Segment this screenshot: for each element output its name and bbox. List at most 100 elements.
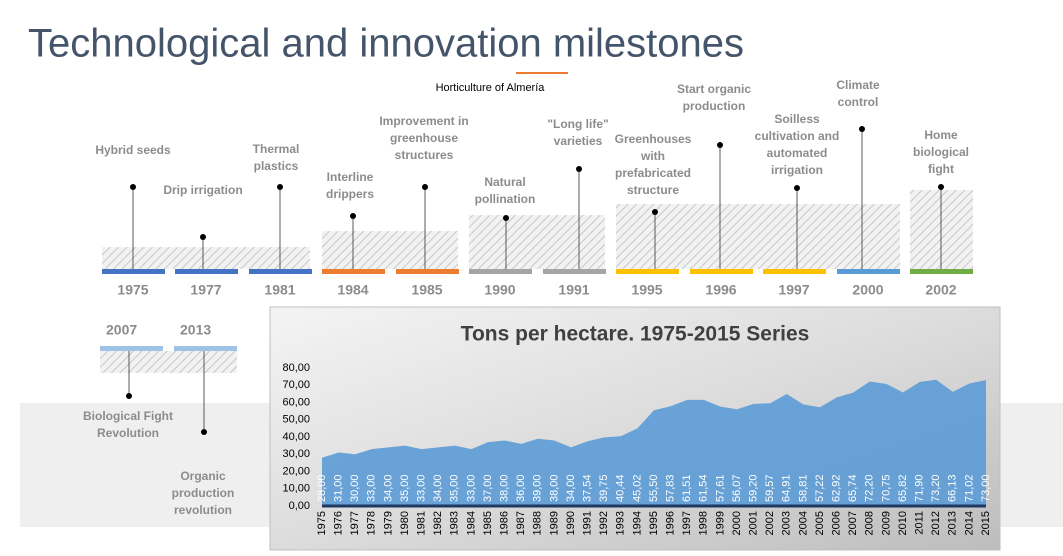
x-tick-label: 1979	[382, 511, 394, 535]
value-label: 73,00	[980, 474, 992, 502]
milestone-label: greenhouse	[390, 131, 458, 145]
milestone-year: 2002	[925, 282, 956, 298]
x-tick-label: 1978	[366, 511, 378, 535]
milestone-label: structure	[627, 183, 679, 197]
value-label: 55,50	[648, 474, 660, 502]
milestone-year: 1977	[190, 282, 221, 298]
value-label: 33,00	[416, 474, 428, 502]
title-underline	[516, 72, 568, 74]
value-label: 35,00	[399, 474, 411, 502]
x-tick-label: 1989	[548, 511, 560, 535]
value-label: 57,22	[814, 474, 826, 502]
milestone-label: with	[640, 149, 665, 163]
value-label: 40,44	[615, 474, 627, 502]
value-label: 71,90	[914, 474, 926, 502]
value-label: 38,00	[548, 474, 560, 502]
milestone-bar	[690, 269, 753, 274]
milestone-dot	[938, 184, 944, 190]
value-label: 35,00	[449, 474, 461, 502]
x-tick-label: 2001	[748, 511, 760, 535]
milestone-label: fight	[928, 162, 954, 176]
x-tick-label: 1999	[714, 511, 726, 535]
milestone-dot	[350, 213, 356, 219]
value-label: 70,75	[880, 474, 892, 502]
milestone-bar	[910, 269, 973, 274]
value-label: 59,57	[764, 474, 776, 502]
x-tick-label: 2008	[864, 511, 876, 535]
milestone-label: Biological Fight	[83, 409, 173, 423]
x-tick-label: 1982	[432, 511, 444, 535]
x-tick-label: 1985	[482, 511, 494, 535]
milestone-label: drippers	[326, 187, 374, 201]
x-tick-label: 2002	[764, 511, 776, 535]
milestone-dot	[794, 185, 800, 191]
milestone-bar	[100, 346, 163, 351]
value-label: 30,00	[349, 474, 361, 502]
area	[322, 379, 986, 506]
milestone-label: pollination	[475, 192, 536, 206]
value-label: 39,75	[598, 474, 610, 502]
milestone-dot	[652, 209, 658, 215]
x-tick-label: 1995	[648, 511, 660, 535]
milestone-label: structures	[395, 148, 454, 162]
x-tick-label: 1976	[333, 511, 345, 535]
milestone-dot	[576, 166, 582, 172]
milestone-bar	[322, 269, 385, 274]
y-tick-label: 60,00	[282, 396, 310, 408]
milestone-dot	[200, 234, 206, 240]
value-label: 64,91	[781, 474, 793, 502]
y-tick-label: 40,00	[282, 431, 310, 443]
value-label: 37,54	[582, 474, 594, 502]
milestone-bar	[469, 269, 532, 274]
x-tick-label: 1988	[532, 511, 544, 535]
milestone-bar	[616, 269, 679, 274]
milestone-dot	[859, 126, 865, 132]
value-label: 45,02	[631, 474, 643, 502]
milestone-label: production	[683, 99, 746, 113]
x-tick-label: 1977	[349, 511, 361, 535]
milestone-bar	[102, 269, 165, 274]
value-label: 59,20	[748, 474, 760, 502]
y-tick-label: 80,00	[282, 362, 310, 374]
value-label: 34,00	[432, 474, 444, 502]
value-label: 57,83	[665, 474, 677, 502]
value-label: 65,74	[847, 474, 859, 502]
x-tick-label: 2013	[947, 511, 959, 535]
y-tick-label: 20,00	[282, 465, 310, 477]
milestone-label: Revolution	[97, 426, 159, 440]
y-tick-label: 10,00	[282, 483, 310, 495]
value-label: 61,54	[698, 474, 710, 502]
x-tick-label: 1992	[598, 511, 610, 535]
x-tick-label: 2000	[731, 511, 743, 535]
value-label: 33,00	[465, 474, 477, 502]
milestone-label: Drip irrigation	[163, 183, 242, 197]
x-tick-label: 2011	[914, 511, 926, 535]
x-tick-label: 2006	[831, 511, 843, 535]
x-tick-label: 1986	[499, 511, 511, 535]
x-tick-label: 1997	[681, 511, 693, 535]
value-label: 73,20	[930, 474, 942, 502]
value-label: 61,51	[681, 474, 693, 502]
y-tick-label: 50,00	[282, 414, 310, 426]
value-label: 39,00	[532, 474, 544, 502]
milestone-year: 1975	[117, 282, 148, 298]
x-tick-label: 1984	[465, 511, 477, 535]
x-tick-label: 1990	[565, 511, 577, 535]
milestone-bar	[249, 269, 312, 274]
milestone-year: 1991	[558, 282, 589, 298]
milestone-label: Home	[924, 128, 958, 142]
milestone-label: Soilless	[774, 112, 820, 126]
milestone-label: Interline	[327, 170, 374, 184]
milestone-label: Natural	[484, 175, 525, 189]
milestone-year: 1996	[705, 282, 736, 298]
milestone-dot	[277, 184, 283, 190]
x-tick-label: 2009	[880, 511, 892, 535]
x-tick-label: 2003	[781, 511, 793, 535]
milestone-bar	[174, 346, 237, 351]
milestone-bar	[763, 269, 826, 274]
x-tick-label: 2012	[930, 511, 942, 535]
value-label: 38,00	[499, 474, 511, 502]
value-label: 72,20	[864, 474, 876, 502]
